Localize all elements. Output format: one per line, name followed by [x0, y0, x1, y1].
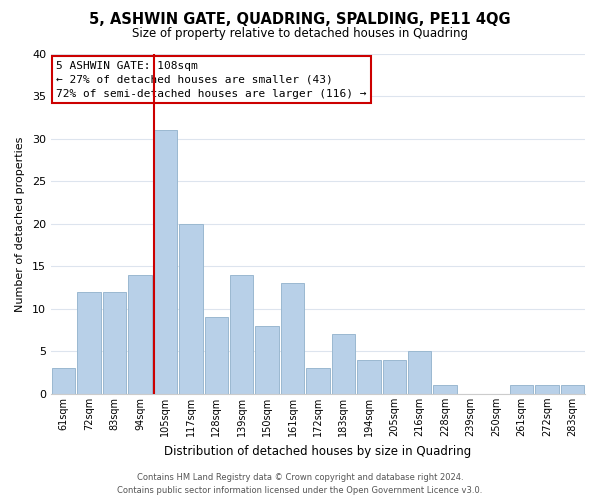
- Bar: [52, 368, 76, 394]
- X-axis label: Distribution of detached houses by size in Quadring: Distribution of detached houses by size …: [164, 444, 472, 458]
- Text: 5 ASHWIN GATE: 108sqm
← 27% of detached houses are smaller (43)
72% of semi-deta: 5 ASHWIN GATE: 108sqm ← 27% of detached …: [56, 61, 367, 99]
- Y-axis label: Number of detached properties: Number of detached properties: [15, 136, 25, 312]
- Bar: [560, 386, 584, 394]
- Text: Size of property relative to detached houses in Quadring: Size of property relative to detached ho…: [132, 28, 468, 40]
- Bar: [408, 352, 431, 394]
- Bar: [332, 334, 355, 394]
- Bar: [230, 275, 253, 394]
- Bar: [179, 224, 203, 394]
- Bar: [535, 386, 559, 394]
- Bar: [77, 292, 101, 394]
- Bar: [306, 368, 329, 394]
- Bar: [128, 275, 152, 394]
- Bar: [154, 130, 177, 394]
- Bar: [256, 326, 279, 394]
- Text: 5, ASHWIN GATE, QUADRING, SPALDING, PE11 4QG: 5, ASHWIN GATE, QUADRING, SPALDING, PE11…: [89, 12, 511, 28]
- Text: Contains HM Land Registry data © Crown copyright and database right 2024.
Contai: Contains HM Land Registry data © Crown c…: [118, 474, 482, 495]
- Bar: [383, 360, 406, 394]
- Bar: [433, 386, 457, 394]
- Bar: [205, 318, 228, 394]
- Bar: [357, 360, 380, 394]
- Bar: [103, 292, 126, 394]
- Bar: [281, 284, 304, 394]
- Bar: [510, 386, 533, 394]
